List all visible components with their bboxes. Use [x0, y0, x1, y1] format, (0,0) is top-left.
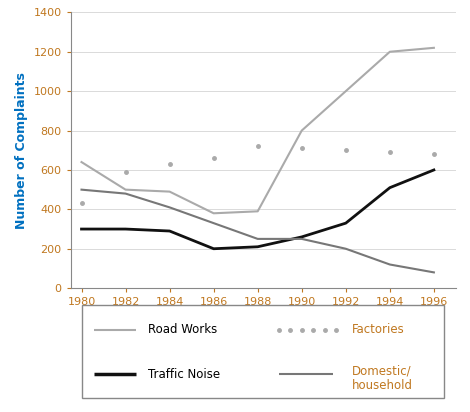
Text: Domestic/
household: Domestic/ household [352, 364, 413, 392]
Y-axis label: Number of Complaints: Number of Complaints [15, 72, 28, 229]
Text: Traffic Noise: Traffic Noise [148, 368, 219, 381]
Text: Road Works: Road Works [148, 323, 217, 336]
FancyBboxPatch shape [82, 305, 444, 398]
Text: Factories: Factories [352, 323, 405, 336]
